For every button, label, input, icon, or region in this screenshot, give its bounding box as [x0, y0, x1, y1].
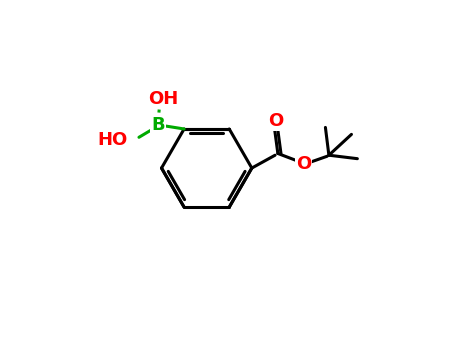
Text: O: O [296, 155, 312, 173]
Text: O: O [268, 112, 284, 130]
Text: OH: OH [148, 90, 178, 108]
Text: B: B [151, 117, 165, 134]
Text: HO: HO [97, 131, 127, 149]
